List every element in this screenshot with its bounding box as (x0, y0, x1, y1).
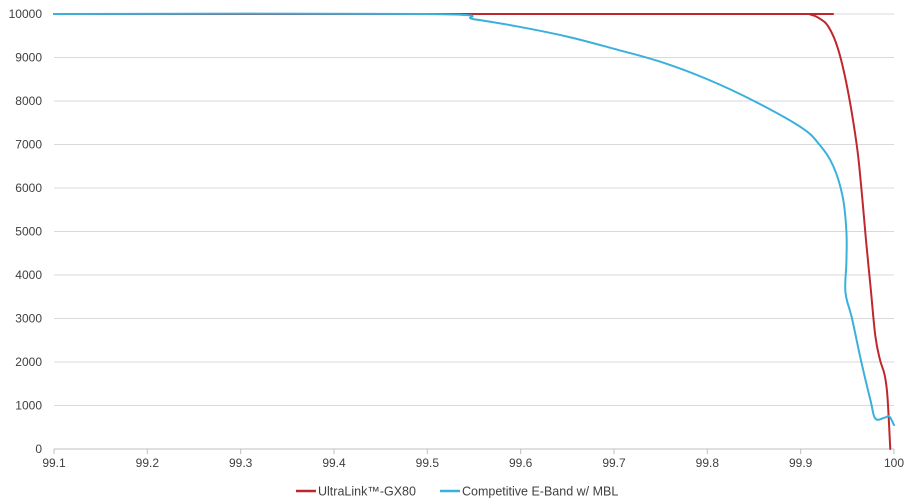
series-line-1 (53, 12, 892, 450)
x-tick-label: 99.6 (509, 456, 533, 470)
x-tick-label: 99.5 (416, 456, 440, 470)
x-tick-label: 99.7 (602, 456, 626, 470)
y-tick-label: 3000 (15, 312, 42, 326)
series-lines (53, 12, 895, 450)
axes (53, 448, 895, 454)
y-tick-label: 6000 (15, 181, 42, 195)
y-tick-label: 2000 (15, 355, 42, 369)
y-tick-label: 4000 (15, 268, 42, 282)
legend-label-1: UltraLink™-GX80 (318, 485, 416, 499)
x-tick-label: 99.4 (322, 456, 346, 470)
x-tick-label: 99.1 (42, 456, 66, 470)
y-tick-label: 8000 (15, 94, 42, 108)
y-tick-label: 7000 (15, 138, 42, 152)
x-tick-label: 99.3 (229, 456, 253, 470)
x-tick-label: 99.2 (136, 456, 160, 470)
x-axis-tick-labels: 99.1 99.2 99.3 99.4 99.5 99.6 99.7 99.8 99.9 100 (42, 456, 904, 470)
gridlines (54, 13, 894, 406)
y-tick-label: 5000 (15, 225, 42, 239)
legend: UltraLink™-GX80 Competitive E-Band w/ MBL (296, 485, 618, 499)
legend-label-2: Competitive E-Band w/ MBL (462, 485, 618, 499)
y-tick-label: 10000 (9, 7, 43, 21)
x-tick-label: 99.9 (789, 456, 813, 470)
y-axis-tick-labels: 0 1000 2000 3000 4000 5000 6000 7000 8000 9000 100… (9, 7, 43, 456)
y-tick-label: 0 (35, 442, 42, 456)
x-tick-label: 100 (884, 456, 904, 470)
x-tick-label: 99.8 (696, 456, 720, 470)
y-tick-label: 9000 (15, 51, 42, 65)
series-line-2 (53, 12, 895, 427)
y-tick-label: 1000 (15, 399, 42, 413)
